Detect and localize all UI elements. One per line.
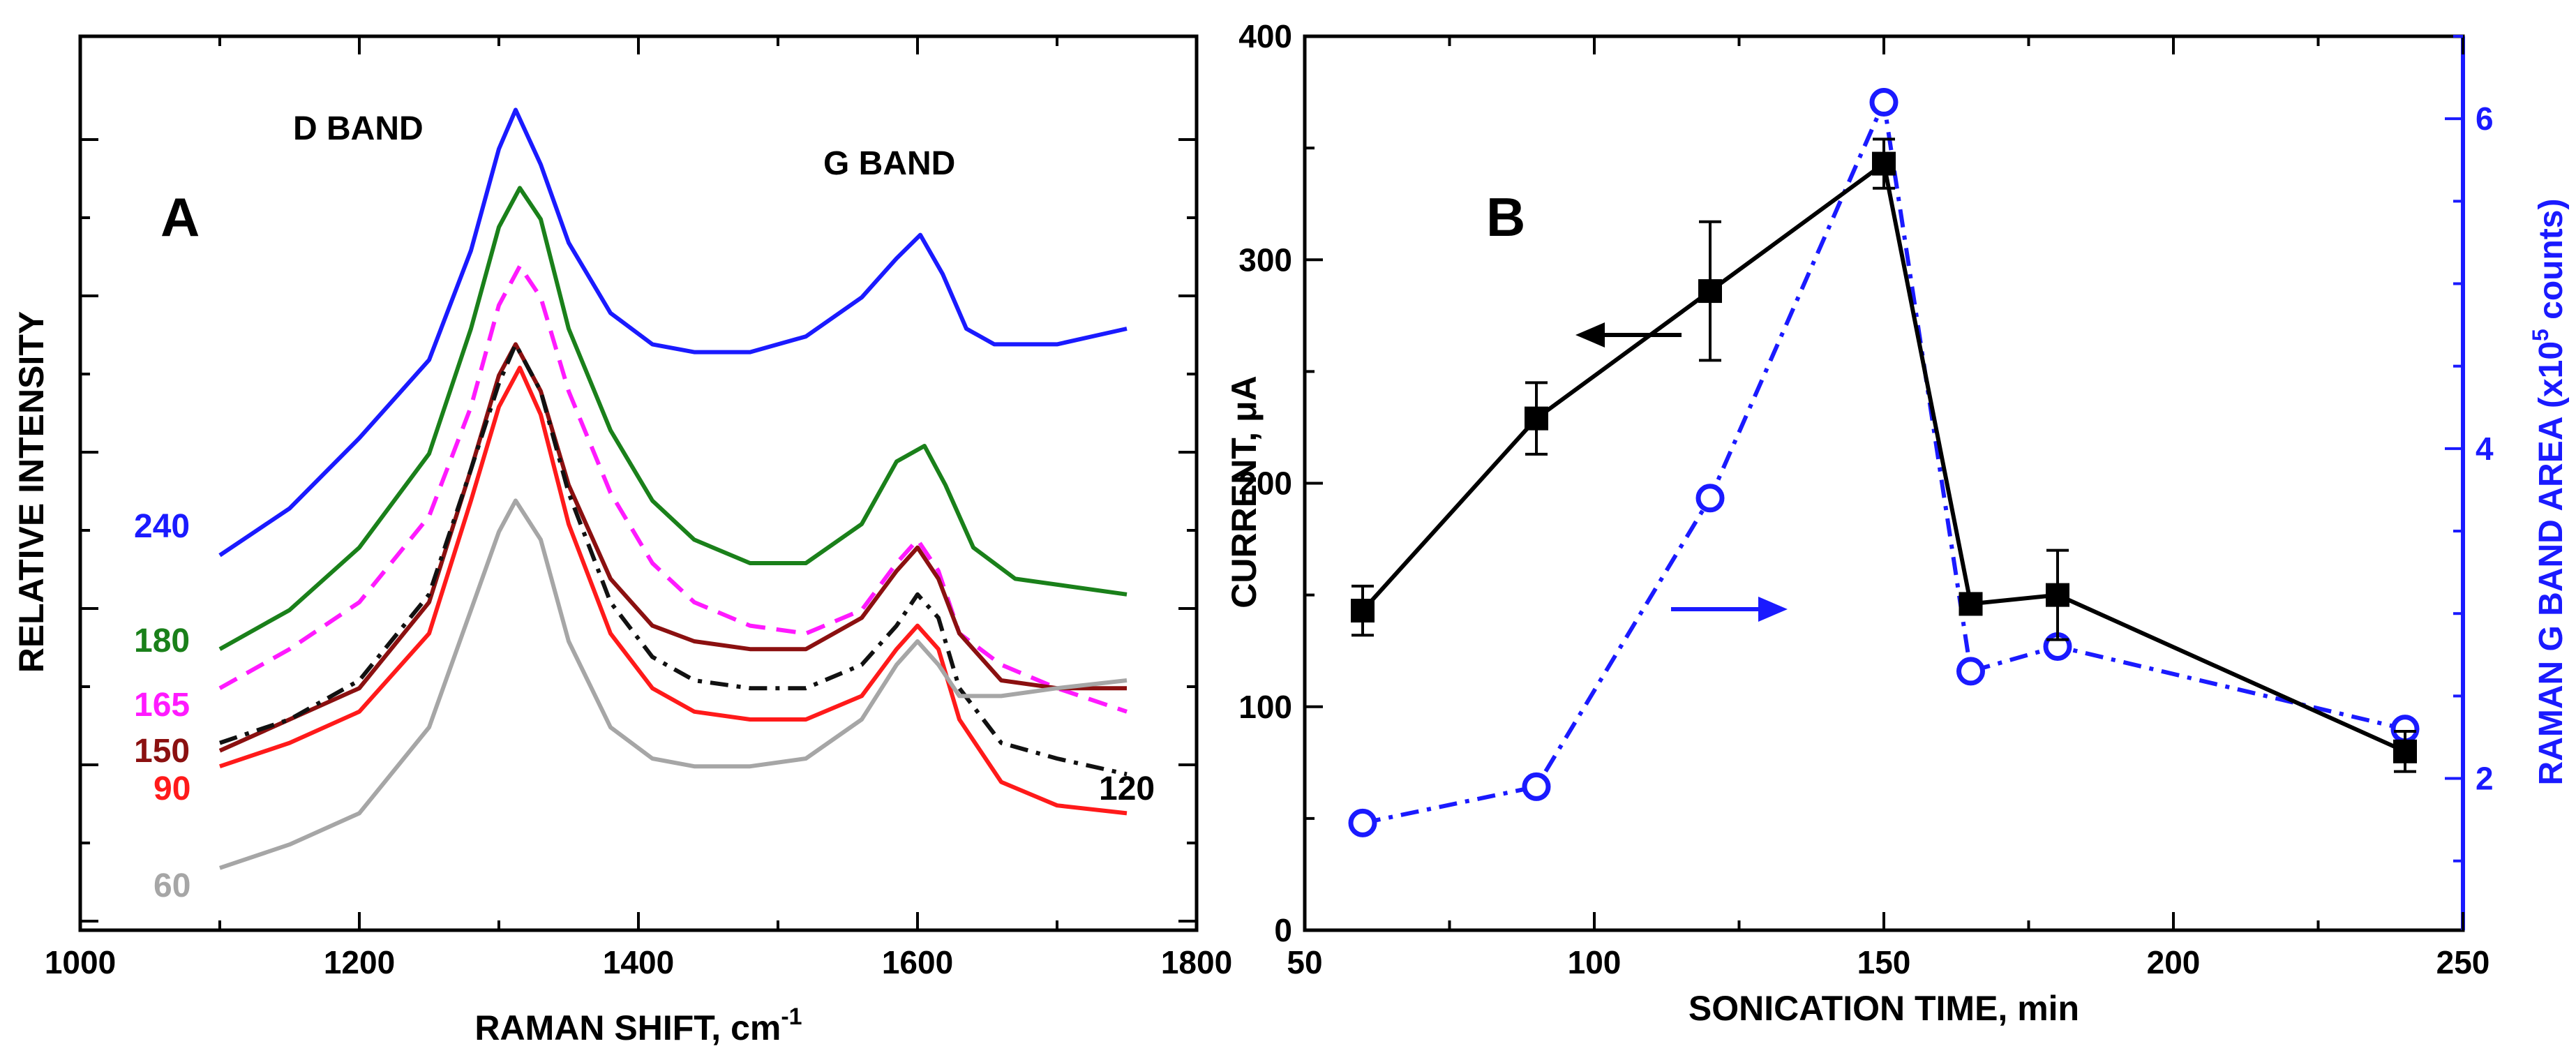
panel-a-x-tick-label: 1200 (324, 944, 395, 980)
d-band-annotation: D BAND (293, 110, 424, 147)
current-point (1698, 279, 1722, 304)
current-point (2393, 739, 2417, 763)
panel-b-tick-labels: 50 100 150 200 250 0 100 200 300 400 2 4 6 (1238, 18, 2494, 980)
panel-b-y2-axis-title: RAMAN G BAND AREA (x105 counts) (2528, 199, 2570, 786)
panel-a-frame (78, 34, 1199, 932)
panel-a-x-tick-label: 1400 (603, 944, 674, 980)
panel-a-series-group (218, 107, 1128, 870)
series-label-60: 60 (153, 867, 190, 904)
series-label-120: 120 (1099, 770, 1155, 807)
panel-b-x-axis-title: SONICATION TIME, min (1688, 989, 2079, 1028)
panel-b-x-tick-label: 50 (1287, 944, 1322, 980)
panel-b-x-tick-label: 200 (2147, 944, 2201, 980)
panel-b-y2-axis-title-suffix: counts) (2533, 199, 2570, 329)
current-point (1351, 599, 1375, 623)
panel-b-x-tick-label: 150 (1857, 944, 1911, 980)
panel-b-label: B (1486, 186, 1525, 248)
panel-a-x-tick-label: 1800 (1161, 944, 1232, 980)
left-axis-arrow (1575, 322, 1682, 348)
series-label-240: 240 (134, 508, 190, 545)
series-label-180: 180 (134, 622, 190, 659)
panel-a-x-axis-title-superscript: -1 (781, 1003, 802, 1030)
panel-b-x-tick-label: 100 (1568, 944, 1622, 980)
panel-a-x-axis-title-main: RAMAN SHIFT, cm (474, 1008, 781, 1047)
raman-area-point (1956, 657, 1985, 686)
series-label-150: 150 (134, 733, 190, 770)
panel-a-tick-labels: 1000 1200 1400 1600 1800 (45, 944, 1232, 980)
panel-b-y-tick-label: 100 (1238, 689, 1292, 725)
current-point (1959, 592, 1983, 616)
panel-b-x-tick-label: 250 (2436, 944, 2490, 980)
series-label-90: 90 (153, 770, 190, 807)
spectrum-line-240 (218, 107, 1128, 558)
spectrum-line-180 (218, 186, 1128, 651)
raman-area-point (1348, 808, 1377, 837)
spectrum-line-120 (219, 342, 1128, 777)
current-point (1872, 151, 1896, 176)
panel-a-x-axis-title: RAMAN SHIFT, cm-1 (474, 1003, 802, 1047)
panel-a-spectra: 1000 1200 1400 1600 1800 A D BAND G BAND 240… (12, 34, 1232, 1047)
panel-b-y2-tick-label: 6 (2476, 100, 2494, 137)
current-point (2046, 583, 2069, 607)
raman-area-point (1869, 88, 1899, 117)
panel-b-y-tick-label: 200 (1238, 465, 1292, 502)
panel-b-y2-axis-title-superscript: 5 (2528, 329, 2553, 341)
panel-a-ticks (79, 36, 1198, 930)
spectrum-line-150 (218, 342, 1127, 753)
panel-b-series-group (1348, 88, 2420, 837)
current-line (1361, 160, 2406, 754)
panel-a-x-tick-label: 1600 (882, 944, 953, 980)
spectrum-line-165 (218, 264, 1128, 714)
panel-a-label: A (160, 186, 200, 248)
panel-b-y-tick-label: 0 (1274, 912, 1292, 948)
g-band-annotation: G BAND (823, 145, 955, 182)
panel-b-y2-tick-label: 2 (2476, 761, 2494, 797)
panel-b-y-tick-label: 400 (1238, 18, 1292, 54)
raman-area-point (1522, 772, 1551, 801)
current-point (1525, 406, 1548, 431)
spectrum-line-90 (219, 366, 1128, 816)
panel-b-y2-tick-label: 4 (2476, 431, 2494, 467)
panel-b-ticks (1303, 35, 2464, 932)
series-label-165: 165 (134, 687, 190, 724)
spectrum-line-60 (219, 498, 1128, 870)
raman-area-point (1695, 484, 1725, 513)
right-axis-arrow (1671, 597, 1788, 622)
panel-a-y-axis-title: RELATIVE INTENSITY (12, 311, 51, 673)
panel-b-y-axis-title: CURRENT, μA (1225, 375, 1264, 608)
panel-b-y-tick-label: 300 (1238, 241, 1292, 278)
panel-a-x-tick-label: 1000 (45, 944, 116, 980)
panel-b-y2-axis-title-prefix: RAMAN G BAND AREA (x10 (2533, 341, 2570, 786)
panel-b-current-vs-time: 50 100 150 200 250 0 100 200 300 400 2 4 6 B CURRENT… (1225, 18, 2570, 1028)
